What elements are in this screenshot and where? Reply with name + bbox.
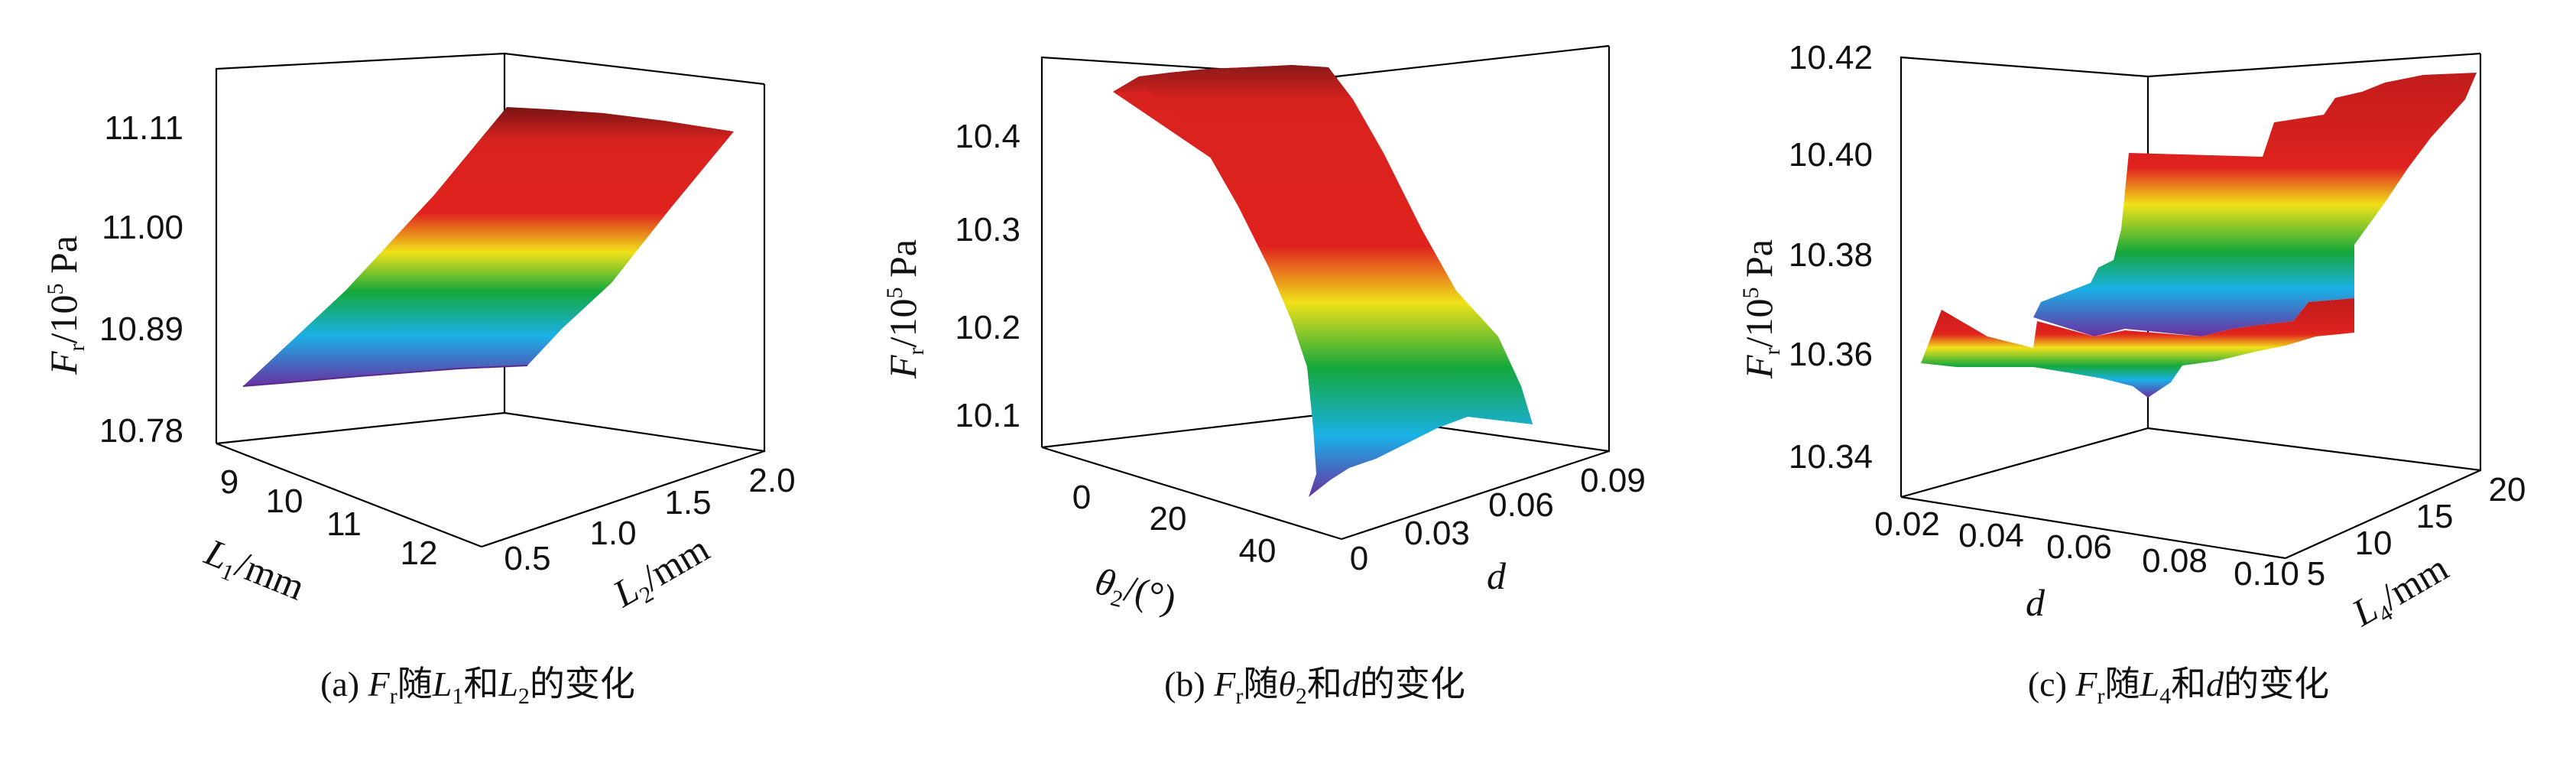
panel-a-x-label: L1/mm — [197, 530, 311, 612]
panel-a-caption: (a) Fr随L1和L2的变化 — [320, 664, 635, 709]
panel-b-x-label: θ2/(°) — [1090, 559, 1181, 625]
y-tick: 2.0 — [748, 462, 795, 499]
x-tick: 0.08 — [2142, 542, 2208, 580]
panel-a-z-label: Fr/105 Pa — [42, 236, 89, 375]
z-tick: 10.40 — [1789, 136, 1873, 174]
y-tick: 10 — [2355, 525, 2393, 562]
z-tick: 10.3 — [955, 211, 1020, 249]
panel-c-surface-front — [1921, 298, 2354, 398]
panel-c-z-label: Fr/105 Pa — [1737, 239, 1785, 379]
x-tick: 9 — [220, 463, 238, 501]
panel-c-x-ticks: 0.02 0.04 0.06 0.08 0.10 — [1874, 505, 2299, 593]
panel-b: 10.1 10.2 10.3 10.4 0 20 40 0 0.03 0.06 … — [881, 44, 1646, 709]
x-tick: 20 — [1150, 500, 1187, 538]
panel-b-caption: (b) Fr随θ2和d的变化 — [1164, 664, 1465, 709]
panel-b-z-label: Fr/105 Pa — [881, 239, 929, 379]
panel-a-surface — [243, 107, 734, 386]
y-tick: 20 — [2489, 471, 2526, 508]
z-tick: 10.38 — [1789, 236, 1873, 274]
panel-b-y-label: d — [1487, 554, 1507, 597]
y-tick: 15 — [2416, 498, 2454, 535]
panel-c-z-ticks: 10.34 10.36 10.38 10.40 10.42 — [1789, 39, 1873, 476]
z-tick: 11.00 — [102, 209, 183, 246]
x-tick: 0.10 — [2234, 555, 2299, 593]
panel-c-caption: (c) Fr随L4和d的变化 — [2028, 664, 2329, 709]
y-tick: 1.0 — [589, 515, 636, 552]
panel-a-z-ticks: 10.78 10.89 11.00 11.11 — [99, 109, 183, 450]
z-tick: 10.2 — [955, 309, 1020, 346]
panel-c-box — [1900, 52, 2482, 560]
x-tick: 0.02 — [1874, 505, 1940, 543]
panel-c: 10.34 10.36 10.38 10.40 10.42 0.02 0.04 … — [1737, 39, 2526, 709]
z-tick: 10.89 — [99, 310, 183, 348]
x-tick: 10 — [266, 482, 303, 520]
y-tick: 1.5 — [664, 484, 711, 521]
x-tick: 0.06 — [2046, 528, 2112, 566]
y-tick: 0.5 — [504, 540, 550, 577]
y-tick: 0 — [1350, 540, 1368, 577]
panel-a: 10.78 10.89 11.00 11.11 9 10 11 12 0.5 1… — [42, 52, 796, 709]
panel-b-z-ticks: 10.1 10.2 10.3 10.4 — [955, 118, 1020, 434]
y-tick: 0.06 — [1488, 486, 1554, 524]
x-tick: 12 — [401, 534, 438, 572]
panel-c-x-label: d — [2026, 581, 2046, 624]
z-tick: 10.1 — [955, 397, 1020, 434]
z-tick: 10.34 — [1789, 438, 1873, 476]
z-tick: 10.78 — [99, 412, 183, 450]
panel-c-y-ticks: 5 10 15 20 — [2307, 471, 2526, 593]
x-tick: 40 — [1239, 532, 1277, 570]
x-tick: 11 — [326, 505, 362, 543]
x-tick: 0 — [1072, 479, 1091, 516]
z-tick: 10.4 — [955, 118, 1020, 155]
z-tick: 11.11 — [104, 109, 183, 147]
z-tick: 10.36 — [1789, 336, 1873, 373]
y-tick: 0.03 — [1404, 515, 1470, 552]
x-tick: 0.04 — [1958, 517, 2024, 554]
panel-a-x-ticks: 9 10 11 12 — [220, 463, 438, 572]
y-tick: 0.09 — [1580, 462, 1646, 499]
y-tick: 5 — [2307, 555, 2325, 593]
panel-b-surface-front — [1113, 65, 1533, 497]
panel-a-y-ticks: 0.5 1.0 1.5 2.0 — [504, 462, 795, 577]
panel-b-x-ticks: 0 20 40 — [1072, 479, 1277, 570]
z-tick: 10.42 — [1789, 39, 1873, 76]
panel-b-y-ticks: 0 0.03 0.06 0.09 — [1350, 462, 1646, 577]
panel-c-surface-top — [2033, 73, 2477, 336]
